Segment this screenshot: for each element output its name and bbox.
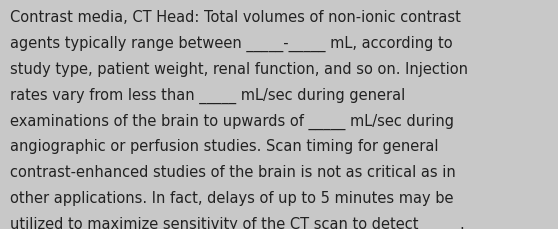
Text: utilized to maximize sensitivity of the CT scan to detect _____.: utilized to maximize sensitivity of the … (10, 215, 465, 229)
Text: Contrast media, CT Head: Total volumes of non-ionic contrast: Contrast media, CT Head: Total volumes o… (10, 10, 461, 25)
Text: agents typically range between _____-_____ mL, according to: agents typically range between _____-___… (10, 36, 453, 52)
Text: rates vary from less than _____ mL/sec during general: rates vary from less than _____ mL/sec d… (10, 87, 405, 103)
Text: study type, patient weight, renal function, and so on. Injection: study type, patient weight, renal functi… (10, 62, 468, 76)
Text: other applications. In fact, delays of up to 5 minutes may be: other applications. In fact, delays of u… (10, 190, 454, 205)
Text: angiographic or perfusion studies. Scan timing for general: angiographic or perfusion studies. Scan … (10, 139, 439, 153)
Text: contrast-enhanced studies of the brain is not as critical as in: contrast-enhanced studies of the brain i… (10, 164, 456, 179)
Text: examinations of the brain to upwards of _____ mL/sec during: examinations of the brain to upwards of … (10, 113, 454, 129)
